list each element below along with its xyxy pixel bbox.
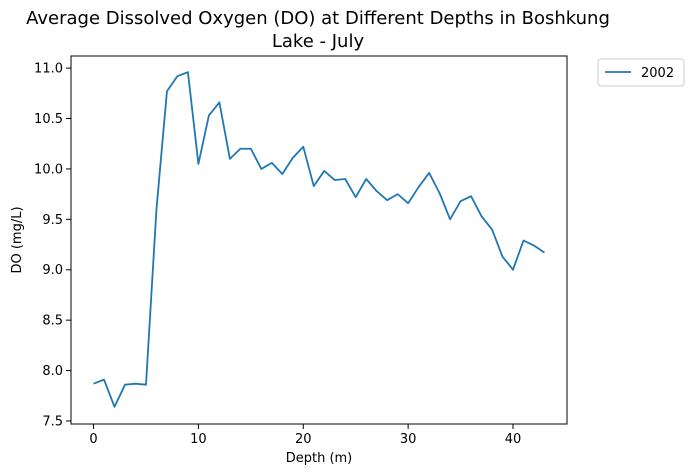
y-tick-label: 9.0 bbox=[42, 263, 63, 278]
series-line-2002 bbox=[93, 71, 545, 408]
x-tick-label: 0 bbox=[89, 432, 97, 447]
x-tick-label: 30 bbox=[400, 432, 417, 447]
y-tick-label: 10.0 bbox=[34, 162, 63, 177]
y-tick-label: 9.5 bbox=[42, 213, 63, 228]
x-tick-label: 40 bbox=[505, 432, 522, 447]
chart-title-line-1: Average Dissolved Oxygen (DO) at Differe… bbox=[26, 8, 610, 29]
x-axis-ticks: 0 10 20 30 40 bbox=[89, 424, 521, 447]
y-tick-label: 7.5 bbox=[42, 414, 63, 429]
y-tick-label: 10.5 bbox=[34, 112, 63, 127]
y-tick-label: 11.0 bbox=[34, 62, 63, 77]
x-tick-label: 10 bbox=[190, 432, 207, 447]
plot-frame bbox=[70, 55, 568, 425]
x-axis-label: Depth (m) bbox=[286, 451, 353, 466]
y-axis-ticks: 7.5 8.0 8.5 9.0 9.5 10.0 10.5 11.0 bbox=[34, 62, 71, 429]
x-tick-label: 20 bbox=[295, 432, 312, 447]
y-axis-label: DO (mg/L) bbox=[10, 206, 25, 273]
legend: 2002 bbox=[597, 58, 685, 87]
chart-title-line-2: Lake - July bbox=[272, 31, 365, 52]
y-tick-label: 8.0 bbox=[42, 364, 63, 379]
legend-box bbox=[597, 58, 685, 87]
legend-label-2002: 2002 bbox=[641, 66, 674, 81]
y-tick-label: 8.5 bbox=[42, 314, 63, 329]
